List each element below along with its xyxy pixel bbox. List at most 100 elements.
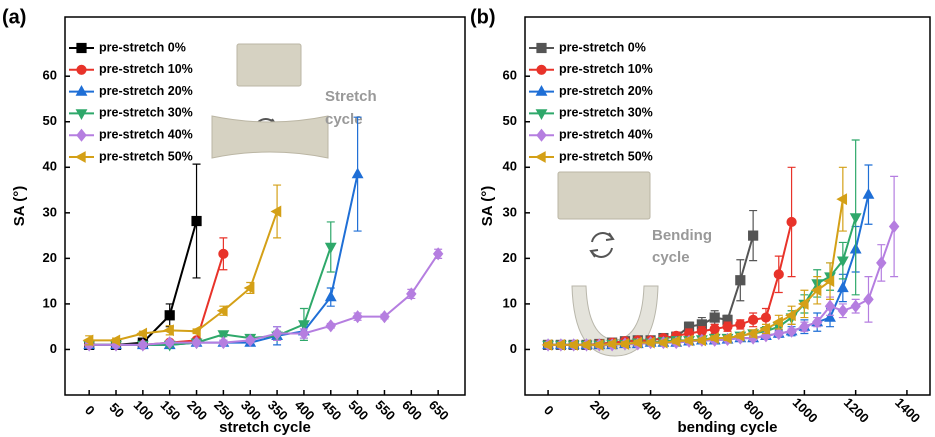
legend-marker: [534, 151, 546, 163]
marker: [786, 216, 797, 228]
x-tick-label: 1200: [841, 395, 872, 426]
legend-marker: [536, 128, 547, 142]
marker: [836, 193, 848, 206]
y-tick-label: 60: [43, 68, 57, 83]
marker: [708, 332, 719, 344]
x-tick-label: 50: [106, 400, 127, 421]
marker: [850, 299, 861, 313]
bending-illustration: [557, 171, 659, 357]
stretch-illustration: [211, 43, 329, 159]
marker: [876, 256, 887, 270]
legend-label: pre-stretch 10%: [99, 62, 193, 76]
marker: [786, 324, 797, 338]
marker: [709, 323, 720, 335]
marker: [379, 310, 390, 324]
marker: [759, 323, 771, 335]
marker: [799, 320, 810, 334]
marker: [720, 332, 732, 344]
y-tick-label: 60: [503, 68, 517, 83]
marker: [324, 290, 337, 302]
y-tick-label: 50: [503, 113, 517, 128]
marker: [810, 284, 822, 297]
marker: [243, 282, 255, 294]
marker: [644, 336, 655, 349]
marker: [164, 310, 175, 321]
marker: [191, 336, 202, 350]
marker: [823, 275, 835, 288]
marker: [218, 248, 229, 259]
marker: [216, 304, 228, 317]
marker: [695, 334, 707, 347]
marker: [824, 299, 836, 313]
legend-marker: [535, 85, 548, 96]
y-tick-label: 50: [43, 113, 57, 128]
legend-marker: [76, 64, 87, 75]
marker: [888, 219, 900, 234]
y-tick-label: 30: [43, 204, 57, 219]
marker: [824, 311, 836, 322]
legend-label: pre-stretch 0%: [99, 40, 186, 54]
legend-marker: [536, 42, 547, 54]
y-tick-label: 40: [503, 159, 517, 174]
marker: [748, 230, 759, 241]
panel-label: (b): [470, 6, 496, 28]
marker: [271, 326, 283, 341]
film-stretched: [211, 115, 329, 159]
legend-marker: [76, 128, 87, 142]
series-line: [89, 211, 279, 342]
marker: [773, 269, 784, 280]
marker: [109, 334, 121, 347]
marker: [605, 338, 617, 350]
marker: [863, 292, 874, 306]
marker: [164, 336, 175, 350]
cycle-arrows: [589, 232, 615, 258]
marker: [709, 312, 720, 323]
x-tick-label: 100: [131, 397, 157, 423]
marker: [746, 327, 758, 340]
x-tick-label: 500: [345, 397, 371, 423]
annotation: Bending: [652, 227, 712, 244]
y-axis-title: SA (°): [479, 186, 496, 226]
marker: [270, 205, 282, 218]
marker: [656, 336, 668, 349]
x-tick-label: 0: [82, 402, 98, 418]
marker: [325, 319, 337, 333]
x-tick-label: 600: [399, 397, 425, 423]
marker: [136, 327, 148, 340]
marker: [785, 309, 796, 322]
marker: [82, 334, 94, 347]
marker: [669, 335, 681, 348]
legend-label: pre-stretch 30%: [559, 106, 653, 120]
marker: [163, 324, 174, 337]
marker: [432, 247, 444, 261]
marker: [406, 287, 417, 301]
x-tick-label: 1000: [790, 395, 821, 426]
x-tick-label: 650: [426, 397, 452, 423]
marker: [811, 315, 823, 329]
legend-label: pre-stretch 0%: [559, 40, 646, 54]
marker: [351, 167, 364, 179]
x-axis-title: bending cycle: [677, 419, 777, 436]
y-tick-label: 10: [43, 295, 57, 310]
marker: [592, 338, 604, 351]
marker: [541, 338, 553, 351]
series-line: [89, 220, 198, 346]
marker: [244, 333, 256, 347]
marker: [682, 334, 694, 347]
x-tick-label: 550: [372, 397, 398, 423]
legend-label: pre-stretch 30%: [99, 106, 193, 120]
marker: [735, 275, 746, 286]
legend-marker: [536, 64, 547, 75]
annotation: cycle: [325, 111, 363, 128]
legend-marker: [75, 109, 88, 120]
marker: [618, 338, 630, 350]
y-tick-label: 20: [43, 250, 57, 265]
marker: [735, 319, 746, 330]
y-axis-title: SA (°): [11, 186, 28, 226]
marker: [836, 256, 849, 268]
marker: [849, 213, 862, 224]
marker: [772, 316, 783, 329]
marker: [217, 330, 230, 341]
panel-label: (a): [2, 6, 26, 28]
